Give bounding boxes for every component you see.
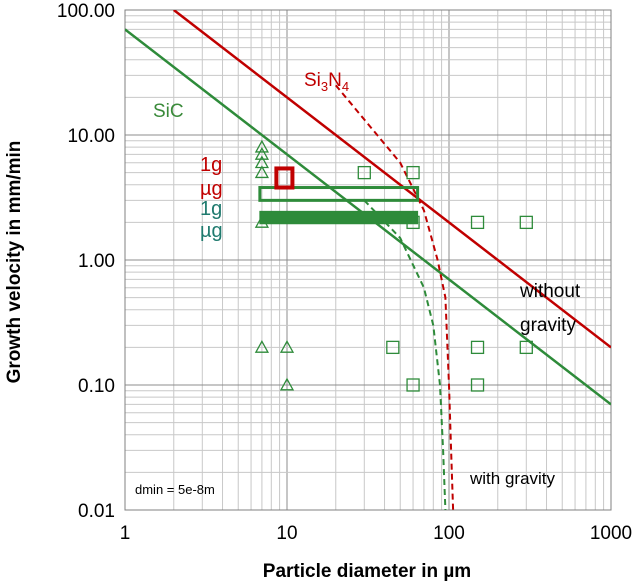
range-bars <box>258 166 420 225</box>
y-tick-label: 10.00 <box>67 126 115 147</box>
plot-frame <box>124 9 612 511</box>
si3n4-marker-bar <box>274 166 295 190</box>
square-marker <box>386 340 400 355</box>
red-1g-label: 1g <box>200 154 222 176</box>
sic-label: SiC <box>153 101 184 122</box>
tick-labels: 1 10 100 1000 0.01 0.10 1.00 10.00 100.00 <box>57 1 632 544</box>
teal-ug-label: µg <box>200 220 223 242</box>
red-ug-label: µg <box>200 178 223 200</box>
x-tick-label: 1000 <box>590 523 632 544</box>
sic-1g-bar <box>258 186 420 202</box>
square-marker <box>406 165 420 180</box>
square-marker <box>470 378 485 392</box>
square-marker <box>519 340 533 355</box>
sic-ug-bar <box>259 210 419 225</box>
teal-1g-label: 1g <box>200 198 222 220</box>
triangle-marker <box>279 340 295 353</box>
y-tick-label: 1.00 <box>78 251 115 272</box>
x-tick-label: 10 <box>276 523 297 544</box>
y-tick-label: 0.10 <box>78 376 115 397</box>
x-axis-title: Particle diameter in µm <box>263 561 471 582</box>
without-label-line2: gravity <box>520 315 576 336</box>
y-tick-label: 100.00 <box>57 1 115 22</box>
square-marker <box>357 165 371 180</box>
square-marker <box>406 215 420 230</box>
y-tick-label: 0.01 <box>78 501 115 522</box>
si3n4-with-gravity-line <box>335 84 455 510</box>
triangle-marker <box>254 340 270 353</box>
grid <box>124 9 612 511</box>
si3n4-label: Si3N4 <box>304 70 349 94</box>
triangle-marker <box>254 147 270 160</box>
square-marker <box>470 340 485 355</box>
triangle-marker <box>254 139 270 153</box>
without-label-line1: without <box>519 281 581 302</box>
si3n4-without-gravity-line <box>173 10 611 349</box>
with-gravity-label: with gravity <box>469 469 556 488</box>
square-marker <box>470 215 485 230</box>
square-marker <box>406 378 420 392</box>
y-axis-title: Growth velocity in mm/min <box>4 141 25 384</box>
dmin-label: dmin = 5e-8m <box>135 482 215 497</box>
sic-with-gravity-line <box>363 199 447 510</box>
square-marker <box>519 215 533 230</box>
triangle-marker <box>254 165 270 179</box>
markers <box>254 139 533 392</box>
x-tick-label: 100 <box>433 523 465 544</box>
x-tick-label: 1 <box>120 523 131 544</box>
triangle-marker <box>279 377 295 391</box>
triangle-marker <box>254 215 270 228</box>
